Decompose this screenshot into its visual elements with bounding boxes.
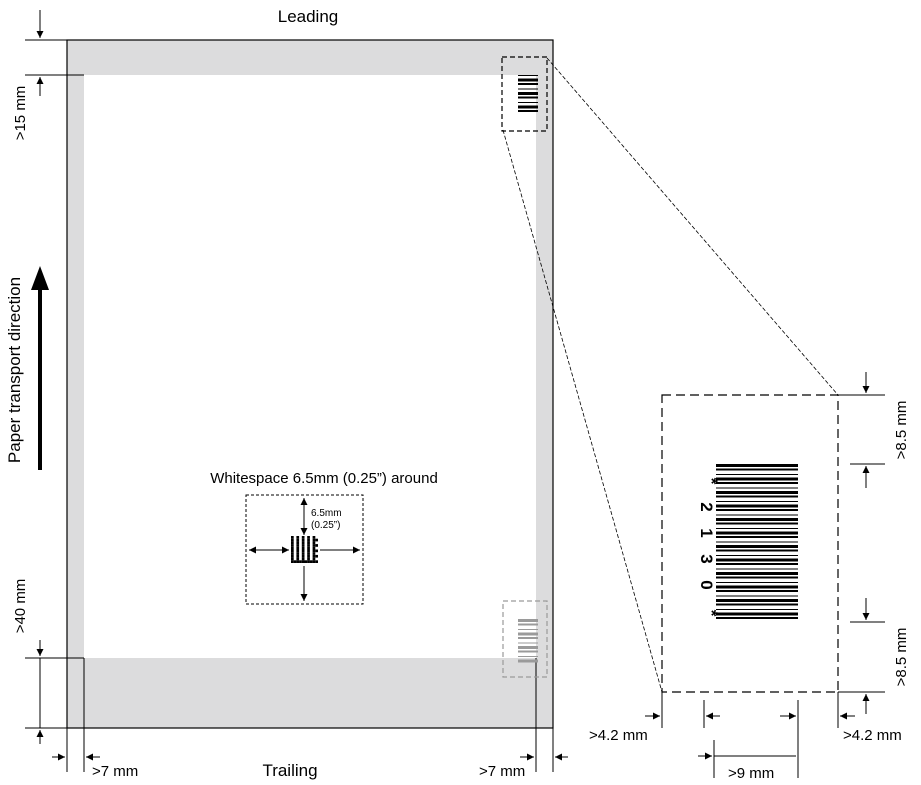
barcode-char-3: 1 (697, 528, 716, 537)
barcode-char-6: * (702, 610, 721, 617)
transport-direction: Paper transport direction (5, 266, 49, 470)
barcode-human-readable: * 2 1 3 0 * (697, 478, 721, 617)
transport-label: Paper transport direction (5, 277, 24, 463)
barcode-char-1: * (702, 478, 721, 485)
whitespace-inch-label: (0.25”) (311, 520, 340, 531)
left-margin-dimension: >7 mm (52, 658, 138, 780)
top-margin-label: >15 mm (12, 86, 29, 141)
zoom-lines (502, 57, 839, 693)
zoom-frame (661, 394, 839, 693)
bottom-margin-dimension: >40 mm (12, 579, 84, 744)
arrow-up-icon (31, 266, 49, 470)
whitespace-mm-label: 6.5mm (311, 508, 342, 519)
sheet-barcode-top (501, 56, 548, 132)
barcode-icon (716, 464, 798, 619)
left-margin-label: >7 mm (92, 763, 138, 780)
barcode-icon (518, 75, 538, 112)
datamatrix-icon (291, 536, 318, 563)
barcode-char-2: 2 (697, 502, 716, 511)
leading-label: Leading (278, 7, 339, 26)
trailing-label: Trailing (262, 761, 317, 780)
zoom-right-label: >4.2 mm (843, 727, 902, 744)
zoom-right-dimension: >4.2 mm (780, 692, 902, 744)
zoom-bottom-label: >8.5 mm (893, 628, 910, 687)
zoom-top-label: >8.5 mm (893, 401, 910, 460)
zoom-left-dimension: >4.2 mm (589, 692, 720, 744)
whitespace-title: Whitespace 6.5mm (0.25”) around (210, 470, 438, 487)
zoom-bottom-dimension: >8.5 mm (838, 598, 910, 714)
bottom-margin-label: >40 mm (12, 579, 29, 634)
barcode-char-4: 3 (697, 554, 716, 563)
sheet-printable-area (84, 75, 536, 658)
whitespace-zone: Whitespace 6.5mm (0.25”) around 6.5mm (0… (210, 470, 438, 605)
zoom-width-label: >9 mm (728, 765, 774, 782)
paper-sheet (66, 39, 554, 729)
zoom-top-dimension: >8.5 mm (838, 372, 910, 488)
barcode-ghost-icon (518, 619, 538, 663)
right-margin-label: >7 mm (479, 763, 525, 780)
zoom-width-dimension: >9 mm (698, 728, 799, 782)
top-margin-dimension: >15 mm (12, 10, 84, 140)
zoom-left-label: >4.2 mm (589, 727, 648, 744)
zoom-panel: * 2 1 3 0 * (661, 394, 839, 693)
sheet-barcode-bottom (502, 600, 548, 678)
barcode-char-5: 0 (697, 580, 716, 589)
whitespace-boundary (245, 494, 364, 605)
